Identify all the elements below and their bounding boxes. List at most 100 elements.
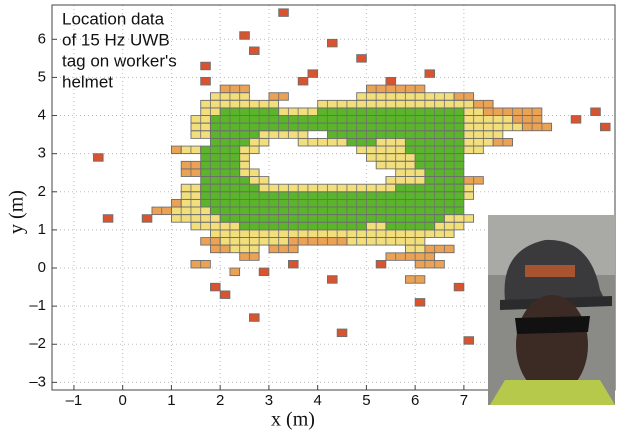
cell-run xyxy=(210,229,455,238)
y-axis-label: y (m) xyxy=(6,190,28,234)
cell-run xyxy=(239,31,250,40)
y-tick-label: 3 xyxy=(38,145,46,162)
cell-run xyxy=(200,160,241,170)
cell-run xyxy=(482,107,543,116)
cell-run xyxy=(463,176,484,185)
cell-run xyxy=(190,122,211,132)
cell-run xyxy=(492,138,514,147)
cell-run xyxy=(180,199,202,208)
y-tick-label: –3 xyxy=(29,373,46,390)
cell-run xyxy=(424,168,465,177)
cell-run xyxy=(200,145,241,155)
cell-run xyxy=(102,214,114,223)
cell-run xyxy=(268,244,299,254)
y-tick-label: 2 xyxy=(38,183,46,200)
annotation-line: helmet xyxy=(62,72,113,91)
cell-run xyxy=(180,145,202,155)
cell-run xyxy=(239,221,367,231)
cell-run xyxy=(414,298,426,307)
cell-run xyxy=(200,191,465,200)
cell-run xyxy=(404,145,465,155)
x-tick-label: –1 xyxy=(66,392,83,409)
cell-run xyxy=(219,84,250,94)
cell-run xyxy=(366,153,416,162)
cell-run xyxy=(356,54,367,63)
cell-run xyxy=(424,176,465,185)
cell-run xyxy=(229,267,241,277)
cell-run xyxy=(258,130,309,139)
cell-run xyxy=(229,244,260,254)
cell-run xyxy=(307,69,319,78)
cell-run xyxy=(434,221,465,231)
cell-run xyxy=(219,290,231,299)
cell-run xyxy=(463,115,514,124)
cell-run xyxy=(258,183,397,193)
cell-run xyxy=(200,183,260,193)
cell-run xyxy=(385,77,397,86)
cell-run xyxy=(249,313,260,322)
cell-run xyxy=(249,176,270,185)
cell-run xyxy=(210,115,465,124)
cell-run xyxy=(404,138,465,147)
cell-run xyxy=(180,160,202,170)
cell-run xyxy=(200,199,465,208)
cell-run xyxy=(151,206,172,216)
cell-run xyxy=(210,138,250,147)
x-tick-label: 4 xyxy=(313,392,321,409)
annotation-line: of 15 Hz UWB xyxy=(62,30,170,49)
cell-run xyxy=(219,107,280,116)
cell-run xyxy=(327,130,465,139)
cell-run xyxy=(443,214,475,223)
cell-run xyxy=(570,115,582,124)
y-tick-label: –2 xyxy=(29,335,46,352)
cell-run xyxy=(190,115,211,124)
cell-run xyxy=(414,153,465,162)
cell-run xyxy=(463,130,504,139)
cell-run xyxy=(288,237,348,246)
cell-run xyxy=(200,176,250,185)
y-tick-label: 0 xyxy=(38,259,46,276)
cell-run xyxy=(463,145,484,155)
y-tick-label: 6 xyxy=(38,30,46,47)
cell-run xyxy=(219,237,289,246)
cell-run xyxy=(336,328,348,338)
x-tick-label: 5 xyxy=(362,392,370,409)
cell-run xyxy=(210,282,221,292)
cell-run xyxy=(200,168,241,177)
cell-run xyxy=(210,122,465,132)
cell-run xyxy=(210,244,231,254)
cell-run xyxy=(356,92,455,101)
x-tick-label: 6 xyxy=(411,392,419,409)
cell-run xyxy=(317,99,475,109)
cell-run xyxy=(297,138,348,147)
cell-run xyxy=(414,259,445,269)
cell-run xyxy=(463,191,475,200)
cell-run xyxy=(366,84,426,94)
cell-run xyxy=(375,259,387,269)
cell-run xyxy=(219,214,445,223)
cell-run xyxy=(239,145,260,155)
cell-run xyxy=(200,99,280,109)
worker-photo xyxy=(488,215,615,405)
cell-run xyxy=(180,168,202,177)
cell-run xyxy=(317,107,465,116)
cell-run xyxy=(278,107,319,116)
x-tick-label: 2 xyxy=(216,392,224,409)
cell-run xyxy=(453,282,465,292)
cell-run xyxy=(141,214,153,223)
cell-run xyxy=(473,99,494,109)
cell-run xyxy=(463,183,475,193)
cell-run xyxy=(463,336,475,345)
cell-run xyxy=(200,237,221,246)
cell-run xyxy=(200,107,221,116)
cell-run xyxy=(239,153,250,162)
cell-run xyxy=(249,138,270,147)
cell-run xyxy=(453,92,475,101)
cell-run xyxy=(346,138,377,147)
cell-run xyxy=(346,237,426,246)
cell-run xyxy=(249,46,260,55)
x-tick-label: 1 xyxy=(167,392,175,409)
cell-run xyxy=(210,92,250,101)
cell-run xyxy=(180,191,202,200)
cell-run xyxy=(190,221,241,231)
